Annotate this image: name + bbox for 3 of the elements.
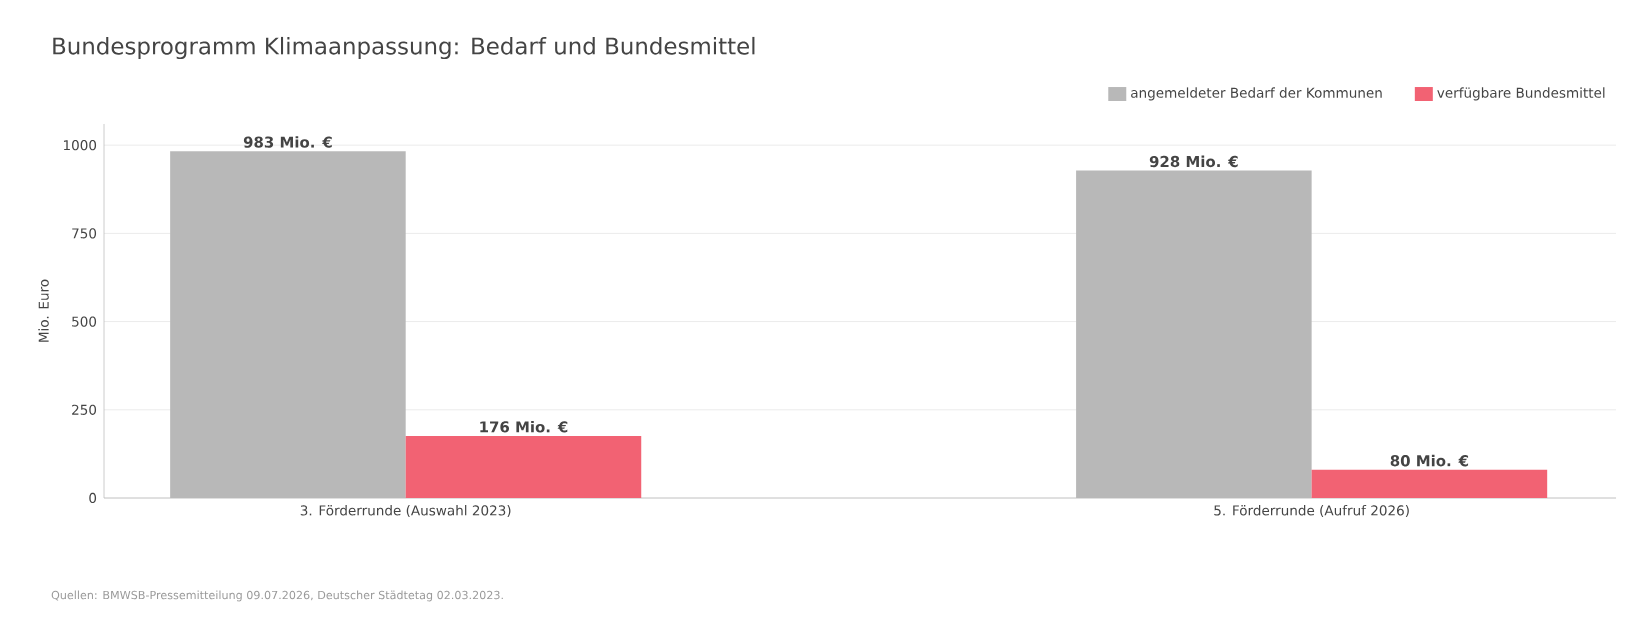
chart-title: Bundesprogramm Klimaanpassung: Bedarf und Bundesmittel	[53, 36, 755, 60]
bar	[405, 435, 642, 498]
bar	[1311, 469, 1548, 498]
